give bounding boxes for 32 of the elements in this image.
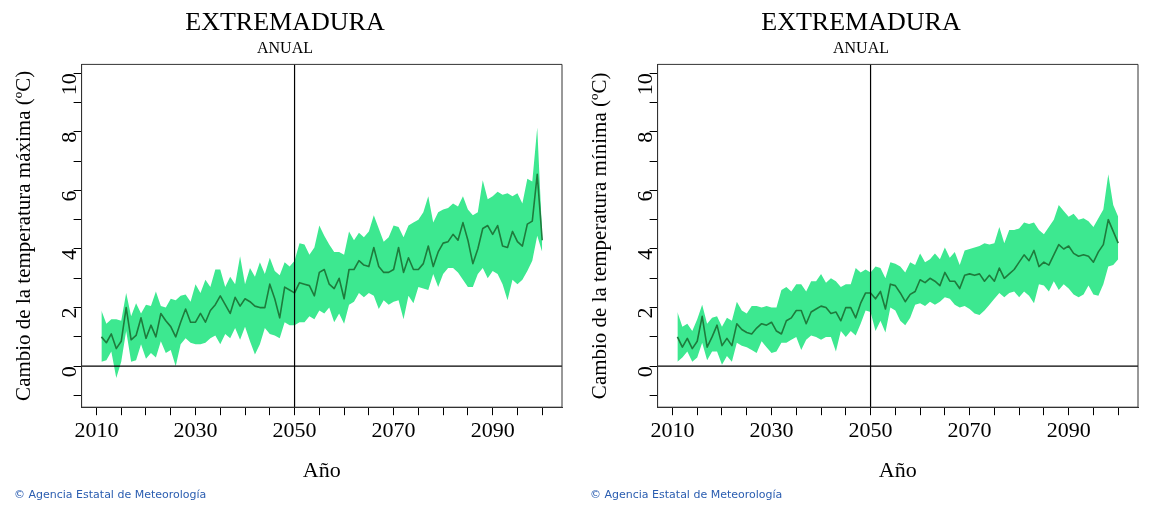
text: © Agencia Estatal de Meteorología [590,488,783,501]
x-tick-label: 2050 [848,417,893,443]
y-tick-label: 6 [632,190,658,202]
x-tick-label: 2090 [470,417,515,443]
x-tick-label: 2070 [371,417,416,443]
y-tick-label: 4 [56,248,82,260]
chart-subtitle: ANUAL [257,39,313,56]
y-tick-label: 8 [56,131,82,143]
x-tick-label: 2010 [650,417,695,443]
chart-title: EXTREMADURA [761,7,961,37]
x-tick-label: 2030 [173,417,218,443]
x-tick-label: 2090 [1046,417,1091,443]
x-axis-title: Año [302,456,341,482]
y-tick-label: 8 [632,131,658,143]
y-axis-title: Cambio de la temperatura máxima (ºC) [11,70,36,401]
y-axis-title: Cambio de la temperatura mínima (ºC) [587,72,612,400]
y-tick-label: 4 [632,248,658,260]
text: © Agencia Estatal de Meteorología [14,488,207,501]
chart-subtitle: ANUAL [833,39,889,56]
chart-title: EXTREMADURA [185,7,385,37]
x-axis-title: Año [878,456,917,482]
y-tick-label: 0 [56,366,82,378]
y-tick-label: 10 [632,73,658,96]
x-tick-label: 2010 [74,417,119,443]
x-tick-label: 2050 [272,417,317,443]
y-tick-label: 2 [56,307,82,319]
y-tick-label: 10 [56,73,82,96]
y-tick-label: 2 [632,307,658,319]
y-tick-label: 6 [56,190,82,202]
y-tick-label: 0 [632,366,658,378]
x-tick-label: 2070 [947,417,992,443]
x-tick-label: 2030 [749,417,794,443]
